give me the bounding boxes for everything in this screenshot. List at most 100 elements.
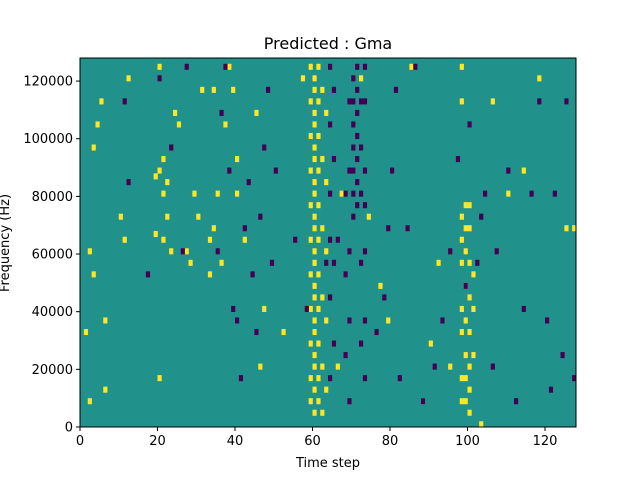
heatmap-cell-high <box>506 190 511 197</box>
heatmap-cell-low <box>355 86 360 93</box>
heatmap-cell-high <box>312 144 317 151</box>
heatmap-cell-high <box>312 109 317 116</box>
heatmap-cell-low <box>184 63 189 70</box>
heatmap-cell-high <box>463 202 468 209</box>
heatmap-cell-low <box>390 167 395 174</box>
heatmap-cell-high <box>467 328 472 336</box>
heatmap-cell-high <box>308 132 313 140</box>
chart-title: Predicted : Gma <box>264 34 392 53</box>
x-axis-ticks: 0 20 40 60 80 100 120 <box>76 427 558 449</box>
x-axis-label: Time step <box>295 456 360 471</box>
heatmap-cell-high <box>281 328 286 336</box>
heatmap-cell-low <box>347 317 352 324</box>
heatmap-cell-high <box>312 409 317 416</box>
heatmap-cell-high <box>157 375 162 382</box>
heatmap-cell-low <box>355 179 360 186</box>
heatmap-cell-high <box>308 375 313 382</box>
heatmap-cell-low <box>351 190 356 197</box>
heatmap-cell-high <box>91 271 96 278</box>
heatmap-cell-high <box>312 156 317 163</box>
heatmap-cell-high <box>467 225 472 232</box>
heatmap-cell-low <box>564 98 569 105</box>
x-tick-label: 120 <box>533 434 558 449</box>
heatmap-cell-low <box>514 398 519 405</box>
heatmap-cell-low <box>347 98 352 105</box>
heatmap-cell-low <box>362 317 368 324</box>
heatmap-cell-low <box>258 213 263 220</box>
heatmap-cell-high <box>308 236 313 243</box>
heatmap-cell-high <box>467 294 472 301</box>
heatmap-cell-low <box>521 305 526 312</box>
heatmap-cell-low <box>355 156 360 163</box>
heatmap-cell-high <box>316 63 321 70</box>
heatmap-cell-high <box>316 167 321 174</box>
heatmap-cell-high <box>459 398 464 405</box>
heatmap-cell-high <box>312 317 317 324</box>
heatmap-cell-high <box>316 305 321 312</box>
heatmap-cell-high <box>173 109 178 116</box>
heatmap-cell-high <box>316 236 321 243</box>
heatmap-cell-high <box>122 236 127 243</box>
heatmap-cell-low <box>362 248 368 255</box>
heatmap-cell-low <box>343 352 348 359</box>
heatmap-cell-high <box>467 409 472 416</box>
heatmap-cell-low <box>328 121 333 128</box>
heatmap-cell-high <box>231 86 236 93</box>
heatmap-cell-high <box>227 63 232 70</box>
heatmap-cell-low <box>347 248 352 255</box>
heatmap-cell-high <box>157 63 162 70</box>
heatmap-cell-high <box>409 63 414 70</box>
heatmap-cell-high <box>324 248 329 255</box>
heatmap-cell-high <box>448 363 453 370</box>
heatmap-cell-low <box>122 98 127 105</box>
heatmap-cell-low <box>351 98 356 105</box>
heatmap-cell-high <box>200 86 205 93</box>
heatmap-cell-low <box>560 352 565 359</box>
heatmap-cell-high <box>161 190 166 197</box>
heatmap-cell-low <box>405 225 410 232</box>
heatmap-cell-low <box>374 328 379 336</box>
y-tick-label: 40000 <box>32 305 73 320</box>
heatmap-cell-high <box>320 156 325 163</box>
heatmap-cell-high <box>428 340 433 347</box>
heatmap-cell-high <box>103 386 108 393</box>
heatmap-cell-high <box>308 63 313 70</box>
heatmap-cell-high <box>300 75 306 82</box>
heatmap-cell-low <box>351 213 356 220</box>
heatmap-cell-high <box>87 248 92 255</box>
heatmap-cell-low <box>335 236 340 243</box>
heatmap-cell-high <box>459 259 464 266</box>
heatmap-cell-low <box>351 121 356 128</box>
heatmap-cell-high <box>91 144 96 151</box>
heatmap-cell-low <box>231 305 236 312</box>
heatmap-cell-high <box>242 236 247 243</box>
heatmap-cell-high <box>467 202 472 209</box>
heatmap-cell-low <box>359 190 364 197</box>
heatmap-cell-low <box>328 63 333 70</box>
heatmap-cell-low <box>572 375 577 382</box>
heatmap-cell-high <box>169 248 174 255</box>
heatmap-cell-high <box>467 386 472 393</box>
heatmap-cell-low <box>355 202 360 209</box>
heatmap-cell-low <box>463 282 468 289</box>
heatmap-cell-high <box>459 63 464 70</box>
heatmap-cell-high <box>83 328 89 336</box>
heatmap-cell-low <box>359 259 364 266</box>
heatmap-cell-high <box>463 352 468 359</box>
heatmap-cell-high <box>126 75 131 82</box>
heatmap-cell-low <box>246 179 251 186</box>
heatmap-cell-high <box>459 328 464 336</box>
heatmap-cell-high <box>312 259 317 266</box>
heatmap-cell-low <box>347 167 352 174</box>
heatmap-cell-low <box>397 375 402 382</box>
heatmap-cell-high <box>467 363 472 370</box>
heatmap-cell-high <box>312 352 317 359</box>
heatmap-cell-high <box>207 271 213 278</box>
heatmap-cell-high <box>312 179 317 186</box>
heatmap-cell-high <box>312 328 317 336</box>
heatmap-cell-high <box>211 86 216 93</box>
heatmap-cell-high <box>316 271 321 278</box>
heatmap-cell-low <box>250 271 255 278</box>
heatmap-cell-low <box>266 86 271 93</box>
